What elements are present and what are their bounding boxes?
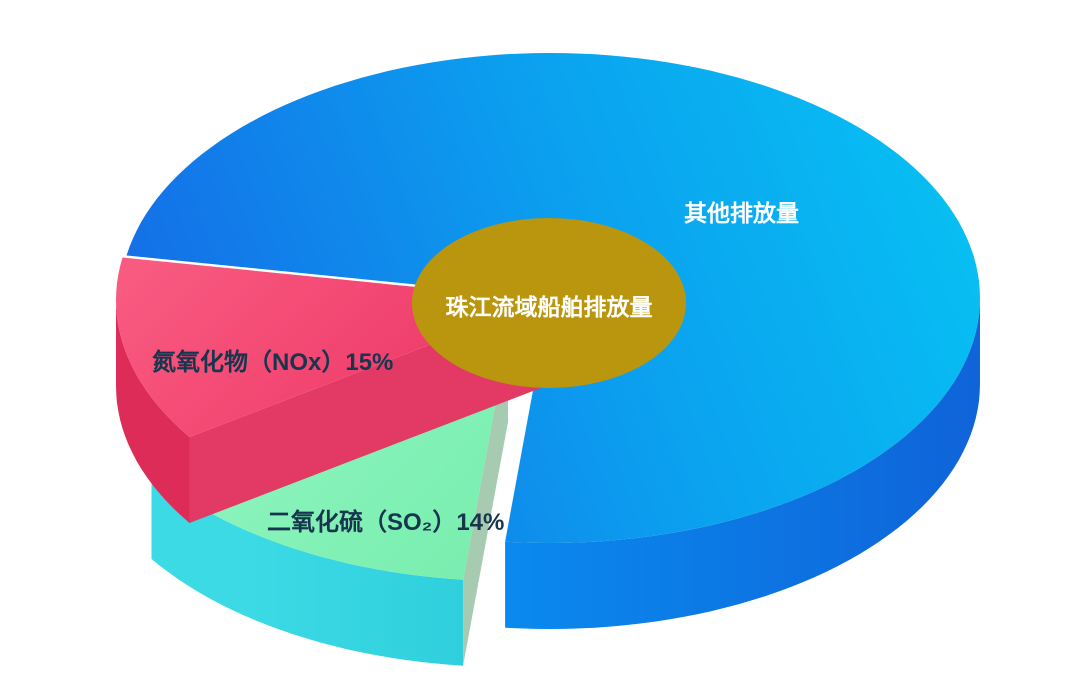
slice-so2-side (151, 473, 464, 666)
slice-label-so2: 二氧化硫（SO₂）14% (267, 509, 505, 536)
slice-so2-cut-face (463, 336, 508, 666)
slice-nox-side (116, 300, 190, 523)
center-ellipse (412, 218, 686, 388)
center-label: 珠江流域船舶排放量 (445, 294, 653, 320)
slice-label-other: 其他排放量 (684, 200, 799, 226)
slice-label-nox: 氮氧化物（NOx）15% (152, 349, 394, 376)
slice-other-side (505, 298, 980, 629)
